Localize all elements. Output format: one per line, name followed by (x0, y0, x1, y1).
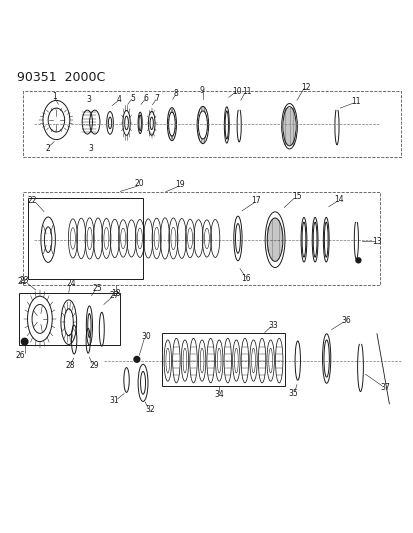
Text: 19: 19 (175, 180, 185, 189)
Text: 8: 8 (173, 89, 178, 98)
Text: 26: 26 (16, 351, 25, 360)
Text: 14: 14 (333, 195, 343, 204)
Text: 11: 11 (241, 87, 251, 96)
Circle shape (134, 357, 140, 362)
Text: 16: 16 (241, 274, 250, 284)
Text: 27: 27 (109, 291, 119, 300)
Text: 33: 33 (268, 320, 277, 329)
Text: 2: 2 (46, 144, 50, 154)
Text: 36: 36 (341, 316, 351, 325)
Text: 18: 18 (111, 289, 121, 298)
Text: 5: 5 (130, 94, 135, 103)
Circle shape (355, 258, 360, 263)
Text: 24: 24 (66, 279, 76, 287)
Bar (19, 293, 120, 345)
Text: 1: 1 (52, 92, 57, 101)
Bar (23, 192, 380, 285)
Text: 12: 12 (301, 83, 310, 92)
Text: 22: 22 (28, 196, 37, 205)
Text: 25: 25 (92, 284, 102, 293)
Bar (27, 198, 143, 279)
Circle shape (21, 338, 28, 345)
Text: 17: 17 (251, 196, 261, 205)
Text: 37: 37 (380, 383, 389, 392)
Text: 13: 13 (371, 237, 381, 246)
Text: 20: 20 (134, 180, 143, 189)
Text: 31: 31 (109, 396, 119, 405)
Text: 29: 29 (89, 361, 99, 370)
Text: 10: 10 (232, 87, 241, 95)
Text: 7: 7 (154, 94, 159, 103)
Text: 23: 23 (19, 277, 29, 286)
Text: 6: 6 (144, 94, 148, 103)
Bar (161, 333, 285, 386)
Bar (23, 91, 400, 157)
Text: 32: 32 (145, 405, 155, 414)
Text: 90351  2000C: 90351 2000C (17, 70, 105, 84)
Text: 4: 4 (116, 95, 121, 104)
Text: 28: 28 (65, 361, 75, 370)
Text: 34: 34 (214, 390, 224, 399)
Text: 9: 9 (199, 86, 204, 95)
Text: 3: 3 (86, 95, 91, 104)
Text: 30: 30 (141, 332, 150, 341)
Text: 11: 11 (350, 97, 359, 106)
Text: 15: 15 (291, 192, 301, 201)
Text: 3: 3 (88, 144, 93, 154)
Text: 21: 21 (17, 277, 27, 286)
Text: 35: 35 (288, 389, 298, 398)
